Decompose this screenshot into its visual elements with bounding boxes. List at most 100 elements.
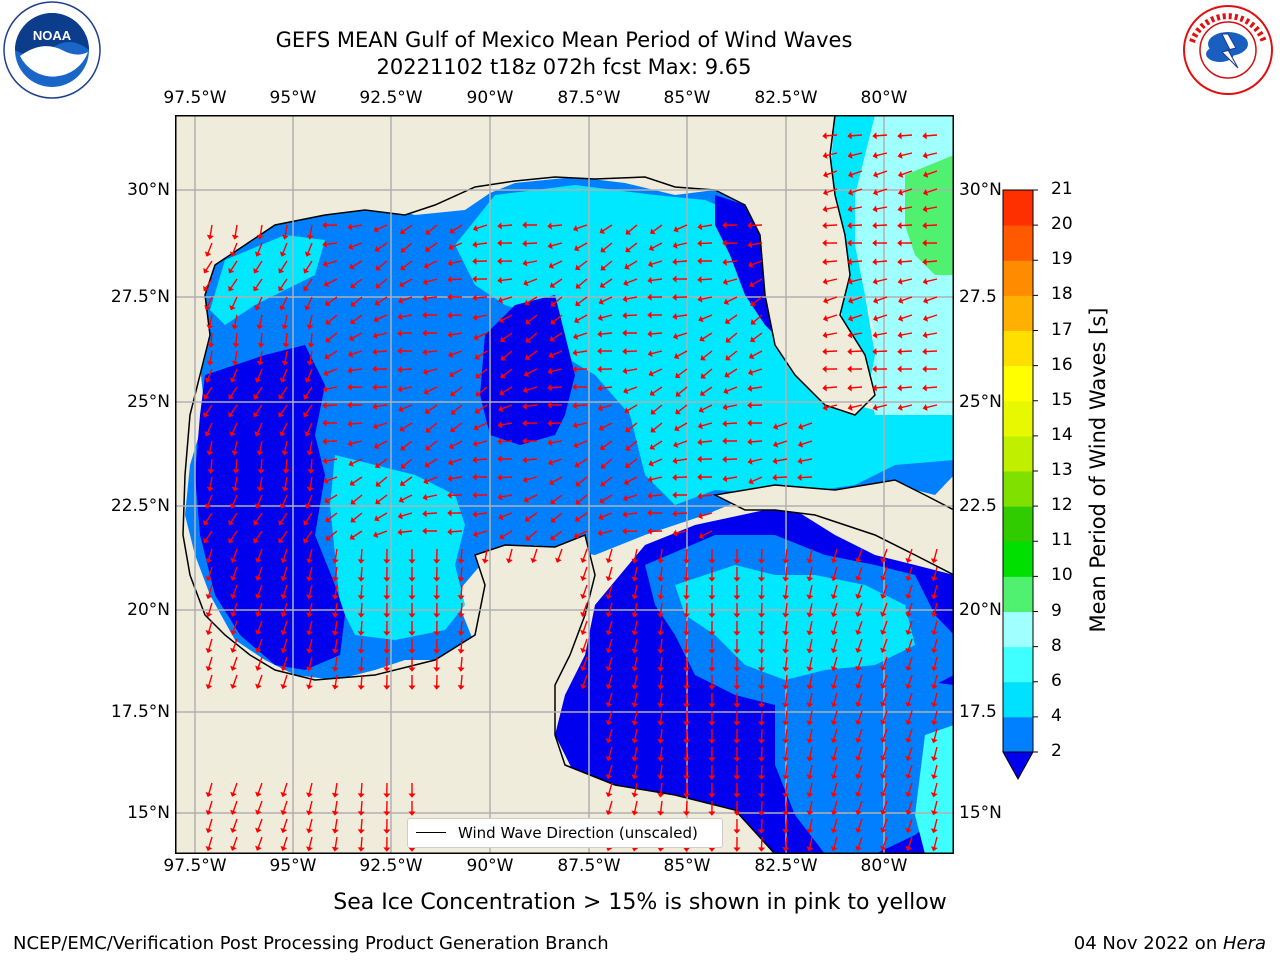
wave-arrow-shaft — [809, 584, 813, 596]
wave-arrow-shaft — [352, 314, 363, 323]
wave-arrow-head — [497, 437, 502, 446]
wave-arrow-shaft — [553, 296, 563, 305]
wave-arrow-head — [448, 351, 454, 358]
wave-arrow-shaft — [676, 242, 688, 247]
wave-arrow-head — [231, 486, 239, 492]
wave-arrow-shaft — [360, 566, 363, 579]
wave-arrow-shaft — [634, 710, 638, 722]
wave-arrow-shaft — [826, 296, 838, 302]
wave-arrow-head — [306, 792, 313, 798]
wave-arrow-shaft — [352, 260, 363, 268]
wave-arrow-head — [303, 285, 310, 292]
wave-arrow-shaft — [260, 332, 263, 345]
wave-arrow-head — [230, 611, 237, 617]
wave-arrow-head — [322, 457, 328, 465]
wave-arrow-head — [278, 267, 285, 274]
wave-arrow-shaft — [785, 548, 788, 561]
wave-arrow-head — [672, 510, 677, 518]
wave-arrow-shaft — [351, 440, 363, 445]
wave-arrow-shaft — [208, 602, 213, 614]
wave-arrow-shaft — [608, 656, 613, 668]
footer-right: 04 Nov 2022 on Hera — [1074, 933, 1266, 954]
wave-arrow-shaft — [284, 440, 288, 452]
wave-arrow-head — [350, 318, 356, 325]
wave-arrow-head — [598, 513, 604, 521]
wave-arrow-head — [447, 259, 453, 267]
wave-arrow-head — [750, 336, 756, 343]
wave-arrow-head — [304, 377, 312, 383]
wave-arrow-head — [457, 559, 465, 564]
wave-arrow-head — [207, 343, 215, 348]
wave-arrow-shaft — [427, 458, 438, 466]
wave-arrow-shaft — [659, 746, 663, 759]
wave-arrow-head — [255, 791, 262, 797]
wave-arrow-shaft — [476, 314, 488, 319]
wave-arrow-head — [331, 684, 339, 690]
wave-arrow-shaft — [701, 314, 713, 320]
wave-arrow-shaft — [282, 602, 288, 614]
wave-arrow-shaft — [282, 674, 288, 686]
wave-arrow-head — [897, 403, 903, 411]
wave-arrow-shaft — [626, 476, 638, 483]
wave-arrow-shaft — [785, 674, 788, 687]
wave-arrow-head — [880, 809, 887, 815]
gulf-map — [175, 115, 954, 854]
wave-arrow-shaft — [800, 476, 813, 479]
lat-tick-right: 17.5 — [959, 702, 997, 722]
wave-arrow-head — [733, 595, 741, 600]
wave-arrow-head — [697, 295, 703, 303]
lat-tick-right: 22.5 — [959, 496, 997, 516]
lat-tick-right: 27.5 — [959, 287, 997, 307]
wave-arrow-shaft — [685, 602, 688, 615]
wave-arrow-shaft — [308, 620, 313, 632]
wave-arrow-head — [397, 347, 402, 355]
wave-arrow-head — [322, 221, 327, 229]
wave-arrow-head — [205, 792, 213, 798]
wave-arrow-shaft — [353, 296, 363, 305]
wave-arrow-shaft — [926, 314, 938, 320]
wave-arrow-shaft — [833, 584, 838, 596]
wave-arrow-shaft — [751, 476, 763, 483]
wave-arrow-head — [898, 171, 904, 178]
lat-tick-left: 25°N — [127, 392, 170, 412]
wave-arrow-shaft — [351, 350, 363, 355]
wave-arrow-head — [697, 473, 702, 481]
wave-arrow-head — [905, 683, 913, 690]
wave-arrow-head — [657, 738, 665, 744]
wave-arrow-shaft — [503, 350, 513, 359]
wave-arrow-shaft — [260, 458, 263, 471]
wave-arrow-head — [700, 372, 707, 379]
wave-arrow-shaft — [310, 332, 313, 345]
wave-arrow-head — [230, 593, 237, 599]
wave-arrow-head — [425, 444, 432, 451]
wave-arrow-shaft — [402, 260, 413, 269]
wave-arrow-head — [408, 649, 416, 654]
wave-arrow-head — [472, 530, 479, 538]
wave-arrow-head — [682, 811, 691, 816]
wave-arrow-head — [253, 285, 260, 292]
wave-arrow-head — [549, 479, 555, 486]
wave-arrow-shaft — [403, 242, 413, 251]
wave-arrow-head — [733, 775, 741, 780]
wave-arrow-head — [930, 720, 938, 726]
wave-arrow-shaft — [401, 404, 413, 410]
wave-arrow-shaft — [259, 314, 263, 326]
wave-arrow-shaft — [851, 206, 863, 210]
wave-arrow-head — [280, 647, 288, 654]
wave-arrow-head — [930, 558, 938, 564]
wave-arrow-shaft — [833, 728, 838, 740]
wave-arrow-head — [699, 335, 706, 342]
wave-arrow-head — [599, 282, 606, 288]
wave-arrow-head — [306, 486, 314, 492]
wave-arrow-head — [880, 845, 887, 851]
wave-arrow-head — [897, 314, 904, 322]
wave-arrow-shaft — [235, 458, 238, 471]
wave-arrow-shaft — [809, 638, 813, 650]
wave-arrow-shaft — [460, 584, 463, 597]
wave-arrow-shaft — [933, 638, 938, 650]
wave-arrow-shaft — [760, 548, 763, 561]
wave-arrow-head — [905, 827, 913, 834]
wave-arrow-head — [806, 666, 814, 672]
wave-arrow-head — [749, 281, 755, 288]
wave-arrow-head — [281, 234, 289, 240]
